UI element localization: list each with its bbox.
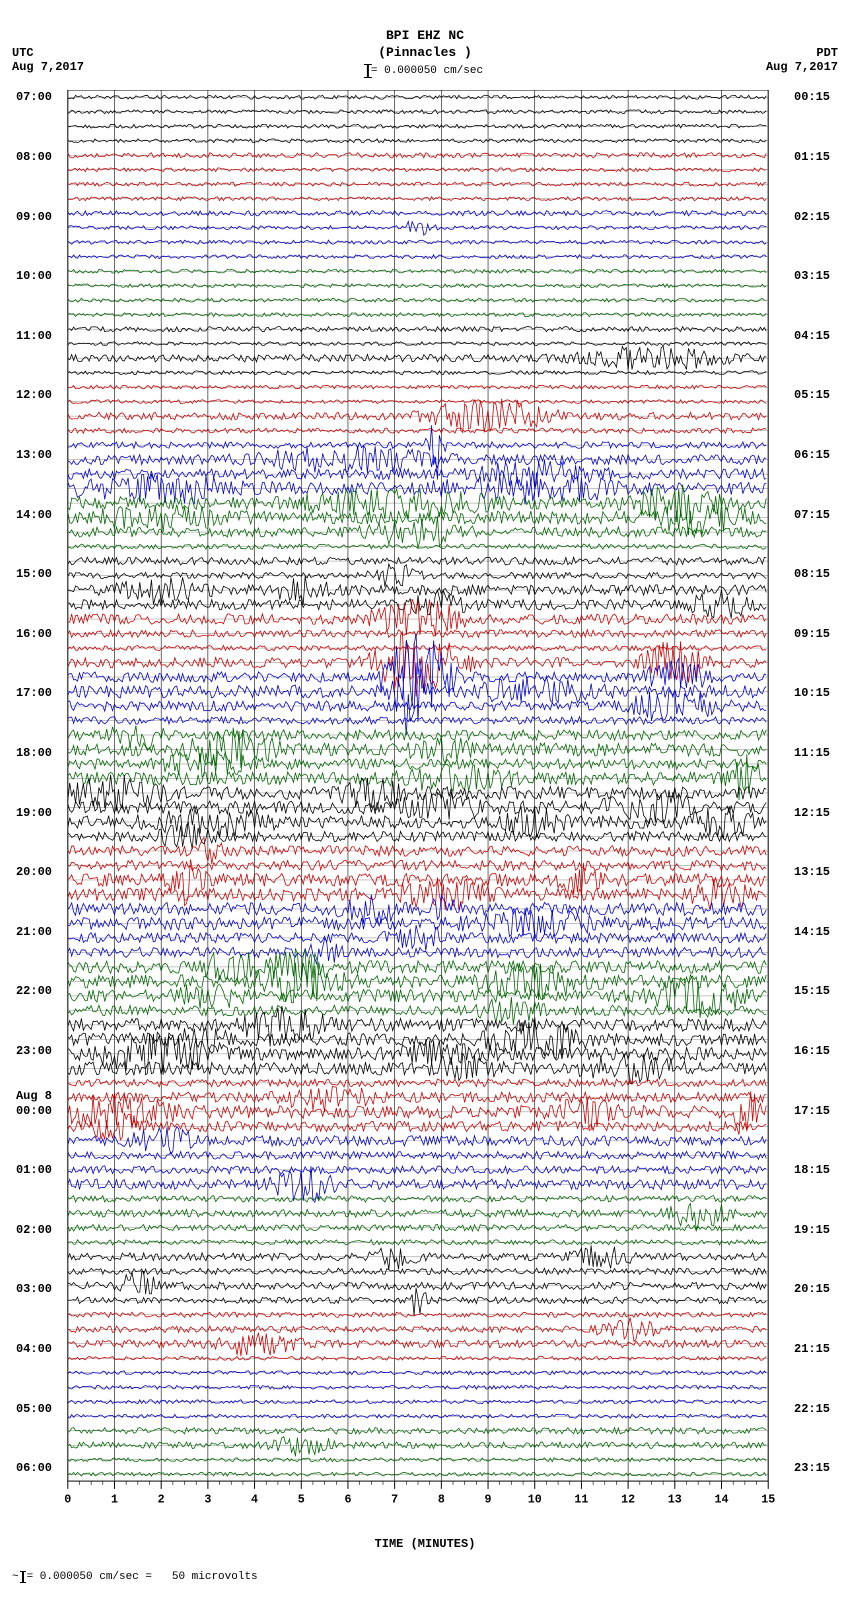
right-time-label: 03:15 [794, 269, 830, 283]
left-time-label: 05:00 [16, 1402, 52, 1416]
left-time-label: 00:00 [16, 1104, 52, 1118]
date-change-label: Aug 8 [16, 1090, 52, 1103]
right-time-label: 05:15 [794, 388, 830, 402]
right-time-label: 23:15 [794, 1461, 830, 1475]
footer-scale: ~ = 0.000050 cm/sec = 50 microvolts [12, 1571, 258, 1583]
svg-text:12: 12 [621, 1492, 635, 1506]
left-time-label: 01:00 [16, 1163, 52, 1177]
seismogram-svg: 0123456789101112131415 [58, 90, 778, 1520]
footer-text2: 50 microvolts [172, 1571, 258, 1583]
svg-text:7: 7 [391, 1492, 398, 1506]
right-time-label: 07:15 [794, 508, 830, 522]
right-time-label: 17:15 [794, 1104, 830, 1118]
footer-prefix: ~ [12, 1571, 19, 1583]
left-time-label: 12:00 [16, 388, 52, 402]
left-time-label: 04:00 [16, 1342, 52, 1356]
amplitude-scale-bar: = 0.000050 cm/sec [367, 64, 483, 78]
svg-text:10: 10 [528, 1492, 542, 1506]
right-time-axis: 00:15 01:15 02:15 03:15 04:15 05:15 06:15 07:15… [790, 90, 850, 1520]
right-time-label: 12:15 [794, 806, 830, 820]
left-time-label: 11:00 [16, 329, 52, 343]
footer-text1: = 0.000050 cm/sec = [27, 1571, 152, 1583]
right-time-label: 15:15 [794, 984, 830, 998]
right-time-label: 01:15 [794, 150, 830, 164]
left-time-label: 03:00 [16, 1282, 52, 1296]
right-time-label: 00:15 [794, 90, 830, 104]
left-timezone-block: UTC Aug 7,2017 [12, 46, 84, 75]
left-time-label: 22:00 [16, 984, 52, 998]
right-time-label: 06:15 [794, 448, 830, 462]
right-time-label: 20:15 [794, 1282, 830, 1296]
svg-text:9: 9 [485, 1492, 492, 1506]
scale-tick-icon [22, 1571, 24, 1583]
right-time-label: 22:15 [794, 1402, 830, 1416]
right-time-label: 14:15 [794, 925, 830, 939]
right-timezone-block: PDT Aug 7,2017 [766, 46, 838, 75]
left-time-label: 19:00 [16, 806, 52, 820]
chart-header: BPI EHZ NC (Pinnacles ) [0, 28, 850, 62]
left-time-label: 18:00 [16, 746, 52, 760]
right-time-label: 19:15 [794, 1223, 830, 1237]
x-axis-label: TIME (MINUTES) [0, 1537, 850, 1551]
right-date: Aug 7,2017 [766, 60, 838, 74]
svg-text:6: 6 [344, 1492, 351, 1506]
right-time-label: 08:15 [794, 567, 830, 581]
left-time-label: 17:00 [16, 686, 52, 700]
left-time-label: 02:00 [16, 1223, 52, 1237]
right-time-label: 11:15 [794, 746, 830, 760]
left-time-label: 13:00 [16, 448, 52, 462]
left-time-axis: 07:00 08:00 09:00 10:00 11:00 12:00 13:00 14:00… [0, 90, 56, 1520]
right-time-label: 09:15 [794, 627, 830, 641]
left-time-label: 16:00 [16, 627, 52, 641]
svg-text:14: 14 [715, 1492, 729, 1506]
svg-text:8: 8 [438, 1492, 445, 1506]
left-time-label: 20:00 [16, 865, 52, 879]
svg-text:1: 1 [111, 1492, 118, 1506]
left-time-label: 23:00 [16, 1044, 52, 1058]
left-tz: UTC [12, 46, 84, 60]
right-time-label: 04:15 [794, 329, 830, 343]
svg-text:0: 0 [64, 1492, 71, 1506]
right-time-label: 21:15 [794, 1342, 830, 1356]
seismogram-container: BPI EHZ NC (Pinnacles ) = 0.000050 cm/se… [0, 0, 850, 1613]
left-time-label: 10:00 [16, 269, 52, 283]
station-location: (Pinnacles ) [0, 45, 850, 62]
left-date: Aug 7,2017 [12, 60, 84, 74]
svg-text:4: 4 [251, 1492, 258, 1506]
left-time-label: 21:00 [16, 925, 52, 939]
svg-text:13: 13 [668, 1492, 682, 1506]
right-time-label: 10:15 [794, 686, 830, 700]
right-time-label: 18:15 [794, 1163, 830, 1177]
station-code: BPI EHZ NC [0, 28, 850, 45]
right-tz: PDT [766, 46, 838, 60]
seismogram-plot: 0123456789101112131415 [58, 90, 778, 1520]
scale-tick-icon [367, 64, 369, 78]
svg-text:2: 2 [158, 1492, 165, 1506]
right-time-label: 13:15 [794, 865, 830, 879]
scale-value: = 0.000050 cm/sec [371, 65, 483, 77]
svg-text:11: 11 [574, 1492, 588, 1506]
left-time-label: 07:00 [16, 90, 52, 104]
left-time-label: 06:00 [16, 1461, 52, 1475]
svg-text:15: 15 [761, 1492, 775, 1506]
left-time-label: 14:00 [16, 508, 52, 522]
left-time-label: 09:00 [16, 210, 52, 224]
svg-text:5: 5 [298, 1492, 305, 1506]
svg-text:3: 3 [204, 1492, 211, 1506]
right-time-label: 16:15 [794, 1044, 830, 1058]
right-time-label: 02:15 [794, 210, 830, 224]
left-time-label: 08:00 [16, 150, 52, 164]
left-time-label: 15:00 [16, 567, 52, 581]
